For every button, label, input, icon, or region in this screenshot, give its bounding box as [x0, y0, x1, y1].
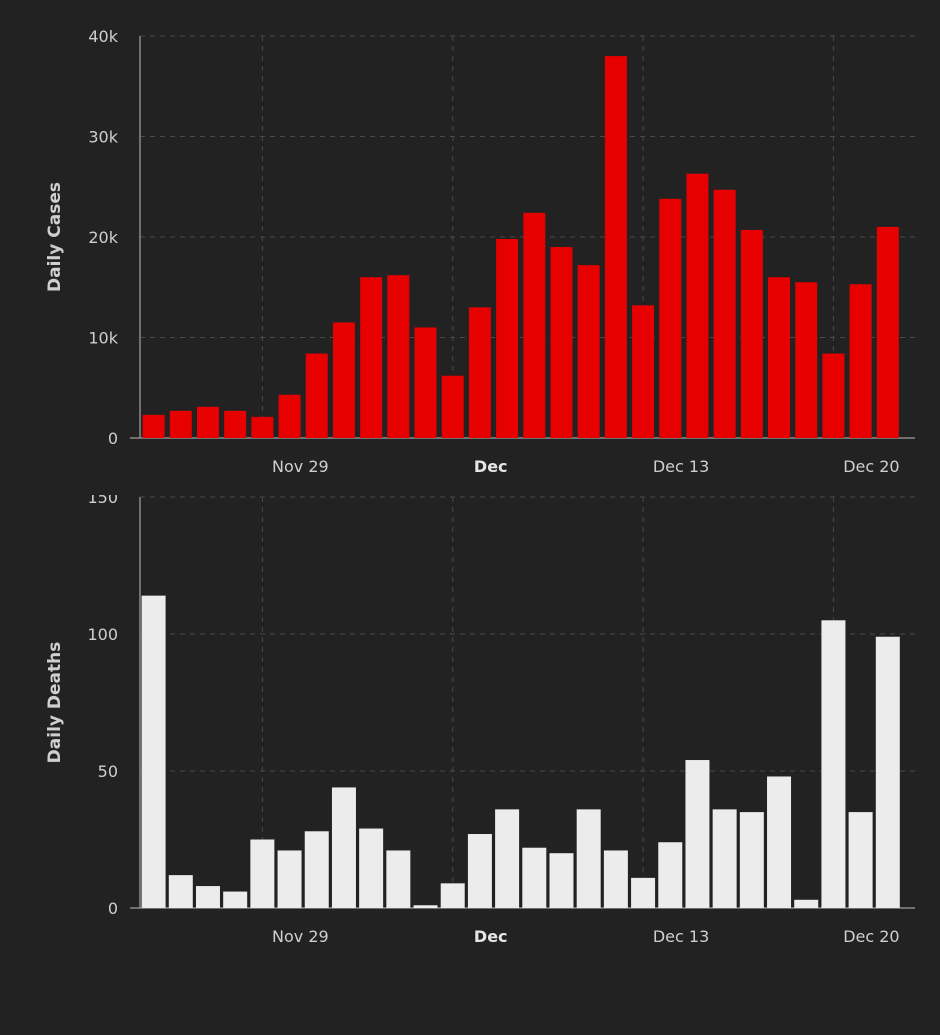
- deaths-bar[interactable]: [467, 834, 492, 908]
- cases-bar[interactable]: [713, 189, 736, 438]
- cases-y-axis-title: Daily Cases: [45, 182, 65, 292]
- cases-bar[interactable]: [142, 414, 165, 438]
- deaths-bar[interactable]: [821, 620, 846, 908]
- deaths-bar[interactable]: [576, 809, 601, 908]
- cases-ytick-label: 10k: [88, 329, 118, 348]
- cases-bar[interactable]: [659, 198, 682, 438]
- cases-bar[interactable]: [795, 282, 818, 438]
- deaths-ytick-label: 100: [87, 625, 118, 644]
- cases-xtick-label: Nov 29: [272, 457, 329, 476]
- deaths-bar[interactable]: [495, 809, 520, 908]
- cases-bar[interactable]: [577, 265, 600, 438]
- cases-bar[interactable]: [196, 406, 219, 438]
- deaths-xtick-label: Dec 20: [843, 927, 899, 946]
- deaths-bar[interactable]: [331, 787, 356, 908]
- deaths-bar[interactable]: [359, 828, 384, 908]
- deaths-bar[interactable]: [250, 839, 275, 909]
- cases-bar[interactable]: [278, 394, 301, 438]
- cases-bar[interactable]: [550, 247, 573, 438]
- deaths-bar[interactable]: [522, 847, 547, 908]
- cases-bar[interactable]: [822, 353, 845, 438]
- deaths-bar[interactable]: [277, 850, 302, 908]
- deaths-bar[interactable]: [875, 636, 900, 908]
- deaths-bar[interactable]: [141, 595, 166, 908]
- deaths-bar[interactable]: [603, 850, 628, 908]
- deaths-bar[interactable]: [712, 809, 737, 908]
- deaths-bar[interactable]: [168, 875, 193, 908]
- cases-bar[interactable]: [169, 410, 192, 438]
- cases-bar[interactable]: [224, 410, 247, 438]
- cases-bar[interactable]: [686, 173, 709, 438]
- deaths-bar[interactable]: [304, 831, 329, 908]
- deaths-bar[interactable]: [631, 877, 656, 908]
- cases-ytick-label: 40k: [88, 27, 118, 46]
- daily-cases-chart: 0 10k 20k 30k 40k Nov 29 Dec Dec 13 Dec 20 Daily …: [45, 27, 915, 476]
- deaths-bar[interactable]: [848, 812, 873, 908]
- cases-bar[interactable]: [251, 416, 274, 438]
- deaths-ytick-label: 150: [87, 495, 118, 507]
- deaths-bar[interactable]: [223, 891, 248, 908]
- cases-bar[interactable]: [632, 305, 655, 438]
- cases-bar[interactable]: [468, 307, 491, 438]
- cases-bar[interactable]: [441, 375, 464, 438]
- deaths-bar[interactable]: [440, 883, 465, 908]
- cases-xtick-label: Dec 13: [653, 457, 709, 476]
- deaths-xtick-label: Dec: [474, 927, 508, 946]
- cases-bar[interactable]: [768, 277, 791, 438]
- deaths-bar[interactable]: [685, 760, 710, 908]
- cases-ytick-label: 30k: [88, 128, 118, 147]
- deaths-xtick-label: Dec 13: [653, 927, 709, 946]
- cases-ytick-label: 20k: [88, 228, 118, 247]
- cases-bar[interactable]: [523, 212, 546, 438]
- cases-bar[interactable]: [360, 277, 383, 438]
- deaths-bar[interactable]: [739, 812, 764, 908]
- deaths-xtick-label: Nov 29: [272, 927, 329, 946]
- cases-bar[interactable]: [740, 229, 763, 438]
- cases-bar[interactable]: [849, 284, 872, 438]
- deaths-bar[interactable]: [195, 886, 220, 908]
- cases-bar[interactable]: [305, 353, 328, 438]
- cases-bar[interactable]: [414, 327, 437, 438]
- deaths-bar[interactable]: [413, 905, 438, 908]
- cases-bar[interactable]: [604, 56, 627, 438]
- deaths-ytick-label: 50: [98, 762, 118, 781]
- deaths-bar[interactable]: [386, 850, 411, 908]
- deaths-bar[interactable]: [794, 899, 819, 908]
- cases-bar[interactable]: [387, 275, 410, 438]
- deaths-ytick-label: 0: [108, 899, 118, 918]
- deaths-bar[interactable]: [767, 776, 792, 908]
- deaths-y-axis-title: Daily Deaths: [45, 642, 65, 764]
- cases-bar[interactable]: [332, 322, 355, 438]
- cases-xtick-label: Dec: [474, 457, 508, 476]
- cases-ytick-label: 0: [108, 429, 118, 448]
- cases-bar[interactable]: [876, 226, 899, 438]
- cases-xtick-label: Dec 20: [843, 457, 899, 476]
- deaths-bar[interactable]: [658, 842, 683, 908]
- cases-bar[interactable]: [496, 239, 519, 438]
- daily-deaths-chart: 0 50 100 150 Nov 29 Dec Dec 13 Dec 20 Daily Deat…: [45, 495, 915, 946]
- deaths-bar[interactable]: [549, 853, 574, 908]
